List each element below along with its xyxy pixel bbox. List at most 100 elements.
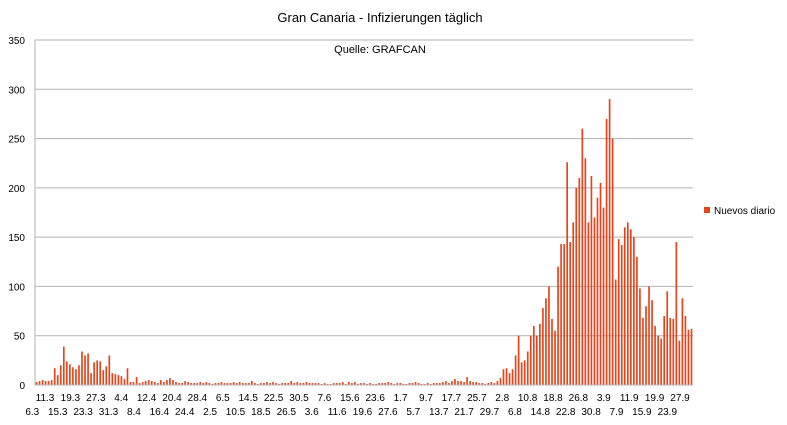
bar bbox=[163, 382, 165, 385]
bar bbox=[302, 383, 305, 385]
bar bbox=[599, 182, 602, 385]
bar bbox=[38, 381, 41, 385]
bar bbox=[526, 351, 529, 385]
bar bbox=[639, 288, 641, 385]
x-tick-label: 3.6 bbox=[305, 407, 319, 418]
y-tick-label: 0 bbox=[19, 381, 25, 392]
bar bbox=[620, 245, 623, 385]
bar bbox=[217, 383, 220, 385]
bar bbox=[123, 379, 126, 385]
bar bbox=[505, 368, 508, 385]
bar bbox=[475, 382, 478, 385]
x-axis-ticks: 11.3 19.3 27.3 4.4 12.4 20.4 28.4 6.5 14.5 22.5 30… bbox=[25, 393, 690, 418]
bar bbox=[184, 381, 186, 385]
bar bbox=[153, 382, 156, 385]
bar bbox=[335, 383, 338, 385]
bar bbox=[590, 176, 593, 385]
bar bbox=[532, 325, 535, 385]
bar bbox=[596, 197, 599, 385]
bar bbox=[126, 368, 129, 385]
x-tick-label: 23.6 bbox=[365, 393, 385, 404]
bar bbox=[199, 382, 202, 385]
bar bbox=[626, 222, 629, 385]
bar bbox=[47, 381, 50, 385]
bar bbox=[445, 381, 447, 385]
bar bbox=[226, 383, 229, 385]
x-tick-label: 9.7 bbox=[419, 393, 433, 404]
bar bbox=[111, 373, 114, 385]
bar bbox=[584, 158, 587, 385]
bar bbox=[666, 291, 669, 385]
bar bbox=[178, 383, 180, 385]
bar bbox=[669, 317, 672, 385]
bar bbox=[472, 382, 474, 385]
x-tick-label: 10.8 bbox=[518, 393, 538, 404]
bar bbox=[62, 346, 65, 385]
bar bbox=[438, 383, 441, 385]
x-tick-label: 13.7 bbox=[429, 407, 449, 418]
bar bbox=[514, 355, 517, 385]
bar bbox=[369, 383, 371, 385]
bar bbox=[120, 376, 123, 385]
bar bbox=[238, 382, 241, 385]
bar bbox=[135, 377, 138, 385]
y-tick-label: 100 bbox=[8, 282, 25, 293]
y-tick-label: 250 bbox=[8, 135, 25, 146]
x-tick-label: 27.9 bbox=[670, 393, 690, 404]
bar bbox=[414, 382, 417, 385]
bar bbox=[181, 383, 183, 385]
x-tick-label: 22.5 bbox=[264, 393, 284, 404]
bar bbox=[175, 382, 177, 385]
x-tick-label: 26.5 bbox=[277, 407, 297, 418]
bar bbox=[390, 383, 393, 385]
bar bbox=[317, 383, 320, 385]
chart-title: Gran Canaria - Infizierungen täglich bbox=[277, 10, 482, 25]
x-tick-label: 15.3 bbox=[48, 407, 68, 418]
bar bbox=[202, 383, 205, 385]
bar bbox=[678, 340, 681, 385]
bar bbox=[266, 382, 268, 385]
bar bbox=[232, 382, 235, 385]
bar bbox=[569, 242, 572, 385]
bar bbox=[663, 316, 666, 385]
y-tick-label: 200 bbox=[8, 184, 25, 195]
bar bbox=[672, 318, 675, 385]
bar bbox=[296, 382, 299, 385]
x-tick-label: 14.8 bbox=[531, 407, 551, 418]
bar bbox=[448, 383, 450, 385]
bar bbox=[75, 369, 77, 385]
x-tick-label: 24.4 bbox=[175, 407, 195, 418]
bar bbox=[605, 118, 608, 386]
bar bbox=[84, 355, 86, 385]
bar bbox=[654, 325, 656, 385]
bar bbox=[523, 360, 526, 385]
bar bbox=[223, 383, 226, 385]
x-tick-label: 29.7 bbox=[480, 407, 500, 418]
bar bbox=[53, 368, 56, 385]
bar bbox=[263, 383, 265, 385]
bar bbox=[150, 381, 153, 385]
bar bbox=[687, 329, 690, 385]
bar bbox=[260, 383, 262, 385]
y-gridlines bbox=[35, 39, 693, 386]
x-tick-label: 30.8 bbox=[581, 407, 601, 418]
bar bbox=[348, 382, 350, 385]
bar bbox=[214, 383, 217, 385]
bar bbox=[332, 383, 335, 385]
x-tick-label: 28.4 bbox=[188, 393, 208, 404]
bar bbox=[460, 381, 462, 385]
bar bbox=[72, 367, 74, 385]
bar bbox=[542, 308, 544, 385]
x-tick-label: 15.9 bbox=[632, 407, 652, 418]
bar bbox=[44, 381, 47, 385]
bar bbox=[196, 383, 199, 385]
bar bbox=[499, 378, 502, 385]
bar bbox=[572, 222, 575, 385]
y-axis-ticks: 0 50 100 150 200 250 300 350 bbox=[8, 36, 25, 392]
bar bbox=[132, 382, 135, 385]
bar bbox=[602, 207, 605, 385]
bar bbox=[593, 217, 596, 385]
bar bbox=[156, 383, 159, 385]
x-tick-label: 19.3 bbox=[61, 393, 81, 404]
bar bbox=[651, 300, 653, 385]
